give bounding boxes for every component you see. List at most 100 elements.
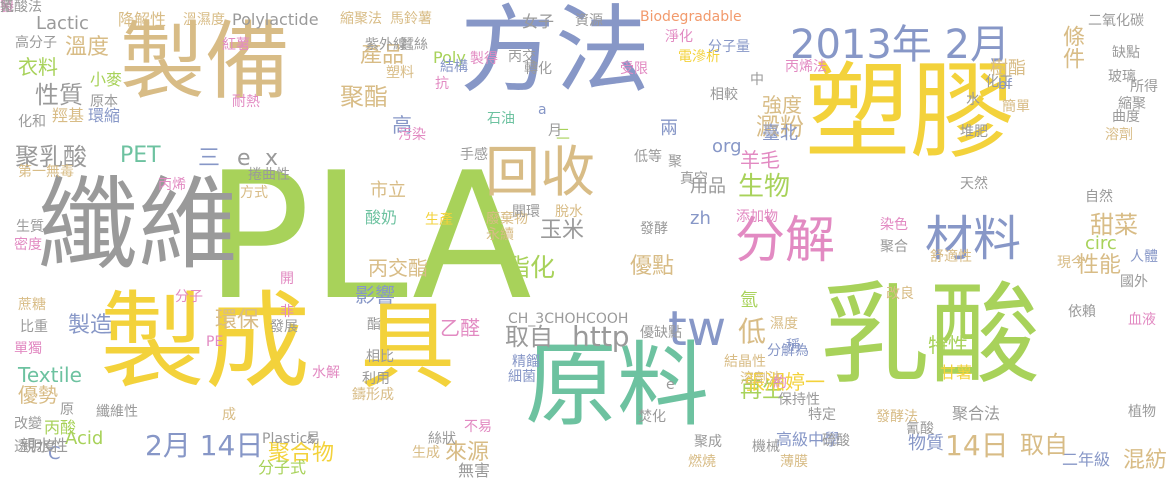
cloud-word: a [538, 102, 547, 118]
cloud-word: 甘薯 [940, 363, 973, 382]
cloud-word: 影響 [355, 283, 395, 307]
cloud-word: 混紡 [1123, 448, 1168, 473]
cloud-word: 材料 [925, 211, 1022, 267]
cloud-word: 開環 [512, 204, 540, 220]
cloud-word: 丙烯法 [785, 59, 827, 75]
cloud-word: 樹酯 [990, 58, 1026, 79]
cloud-word: 乳酸 [820, 271, 1040, 399]
cloud-word: 小麥 [90, 70, 123, 89]
cloud-word: 相比 [366, 349, 394, 365]
cloud-word: 取自 [1020, 431, 1068, 459]
cloud-word: 高 [392, 113, 412, 137]
cloud-word: 纖維性 [96, 404, 138, 420]
cloud-word: 生成 [412, 445, 440, 461]
cloud-word: 丙交 [508, 49, 536, 65]
cloud-word: 丙烯 [158, 177, 186, 193]
cloud-word: 優點 [630, 254, 675, 279]
cloud-word: 發酵法 [876, 409, 918, 425]
cloud-word: 分子量 [708, 39, 750, 55]
cloud-word: 產品 [360, 43, 405, 68]
cloud-word: 手感 [460, 147, 488, 163]
cloud-word: 張湘婷一 [745, 370, 825, 394]
cloud-word: 水解 [312, 365, 340, 381]
cloud-word: 轉化 [524, 61, 552, 77]
cloud-word: 二氧化碳 [1088, 13, 1144, 29]
cloud-word: 分子 [175, 289, 203, 305]
cloud-word: 聚 [668, 154, 682, 170]
cloud-word: 丙交酯 [368, 256, 428, 280]
cloud-word: 聚乳酸 [15, 143, 87, 171]
cloud-word: 化和 [18, 114, 46, 130]
cloud-word: 密度 [14, 237, 42, 253]
cloud-word: 結構 [440, 59, 468, 75]
cloud-word: Biodegradable [640, 9, 742, 25]
cloud-word: 製備 [120, 13, 291, 112]
cloud-word: 低 [738, 315, 767, 348]
cloud-word: 高分子 [15, 35, 57, 51]
cloud-word: 氰酸法 [0, 0, 42, 15]
cloud-word: Textile [18, 363, 82, 387]
cloud-word: circ [1085, 233, 1117, 254]
cloud-word: 精餾 [512, 354, 540, 370]
cloud-word: 約 [773, 375, 787, 391]
cloud-word: 用品 [690, 176, 726, 197]
cloud-word: 自然 [1085, 189, 1113, 205]
cloud-word: 羊毛 [740, 148, 780, 172]
cloud-word: 燃燒 [688, 454, 716, 470]
cloud-word: 缺點 [1112, 45, 1140, 61]
cloud-word: 酸奶 [365, 208, 398, 227]
cloud-word: 方法 [460, 0, 651, 106]
cloud-word: 聚合法 [952, 404, 1001, 423]
cloud-word: 纖維 [38, 166, 238, 283]
cloud-word: 特性 [928, 333, 968, 357]
cloud-word: 利用 [362, 371, 390, 387]
cloud-word: 溶劑法 [740, 371, 782, 387]
cloud-word: 月 [548, 123, 562, 139]
cloud-word: 甜菜 [1090, 211, 1138, 239]
cloud-word: 縮聚 [1118, 96, 1146, 112]
cloud-word: 生質 [16, 219, 44, 235]
cloud-word: 衣料 [18, 55, 58, 79]
cloud-word: 改良 [886, 286, 914, 302]
cloud-word: org [712, 136, 742, 157]
cloud-word: 低等 [634, 149, 662, 165]
cloud-word: zh [690, 208, 711, 229]
cloud-word: 溶劑 [1105, 127, 1133, 143]
cloud-word: 分子式 [258, 458, 307, 477]
cloud-word: 具 [360, 292, 456, 402]
cloud-word: http [572, 320, 630, 353]
cloud-word: 環縮 [88, 106, 121, 125]
cloud-word: 製得 [470, 51, 498, 67]
cloud-word: 改變 [14, 416, 42, 432]
cloud-word: 依賴 [1068, 304, 1096, 320]
cloud-word: 強度 [762, 93, 802, 117]
cloud-word: 女子 [522, 12, 555, 31]
cloud-word: 人體 [1130, 249, 1158, 265]
cloud-word: 紅薯 [222, 37, 250, 53]
cloud-word: 開 [280, 271, 294, 287]
cloud-word: 回收 [485, 140, 596, 204]
cloud-word: 氰酸 [906, 421, 934, 437]
cloud-word: 中 [750, 72, 764, 88]
cloud-word: 細菌 [508, 369, 536, 385]
cloud-word: 溫濕度 [183, 12, 225, 28]
cloud-word: Lactic [36, 13, 89, 34]
cloud-word: 原 [60, 402, 74, 418]
cloud-word: 真空 [680, 171, 708, 187]
cloud-word: 第一無毒 [18, 164, 74, 180]
cloud-word: PET [120, 143, 161, 168]
cloud-word: 脫水 [555, 204, 583, 220]
cloud-word: 稱 [786, 338, 800, 354]
cloud-word: 生物 [738, 172, 791, 202]
cloud-word: 製造 [68, 313, 113, 338]
cloud-word: 取自 [505, 323, 553, 351]
cloud-word: 優勢 [18, 383, 58, 407]
cloud-word: Poly [433, 48, 466, 67]
cloud-word: 非 [280, 304, 294, 320]
cloud-word: C [48, 443, 61, 464]
cloud-word: PE [206, 334, 224, 350]
cloud-word: 水 [966, 92, 980, 108]
cloud-word: 化工 [985, 74, 1013, 90]
cloud-word: 特定 [808, 407, 836, 423]
cloud-word: x [265, 146, 279, 171]
